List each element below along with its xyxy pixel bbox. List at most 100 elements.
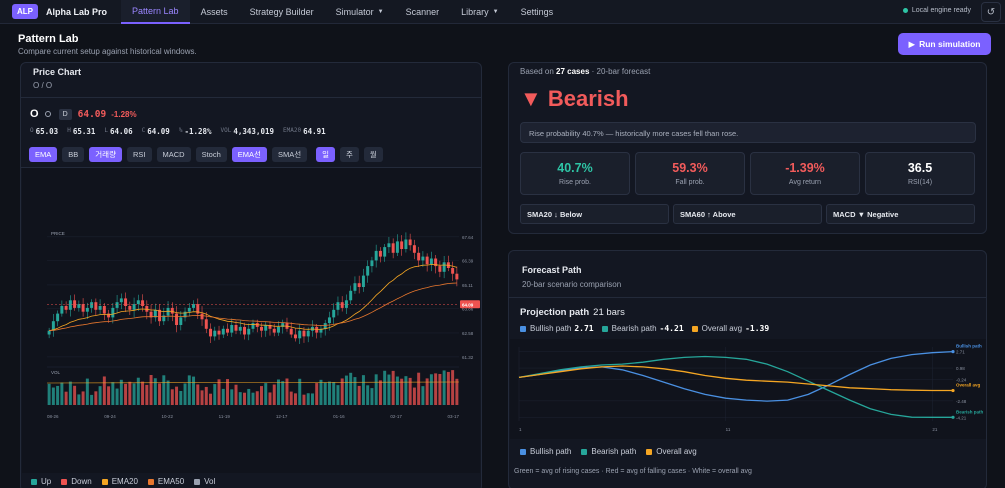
indicator-toggle[interactable]: 거래량: [89, 147, 122, 162]
nav-library[interactable]: Library ▼: [461, 6, 499, 17]
volume-bar: [336, 385, 340, 405]
volume-bar: [179, 390, 183, 405]
nav-settings[interactable]: Settings: [520, 6, 554, 17]
volume-bar: [243, 392, 246, 405]
chevron-down-icon: ▼: [492, 8, 499, 15]
volume-bar: [94, 391, 98, 405]
indicator-toggle[interactable]: RSI: [126, 147, 152, 162]
volume-bar: [306, 393, 310, 405]
y-tick-label: 0.98: [956, 366, 965, 371]
nav-pattern-lab[interactable]: Pattern Lab: [121, 0, 190, 24]
stat-rsi: 36.5 RSI(14): [865, 152, 975, 195]
candle-body: [166, 307, 170, 316]
candle-body: [77, 304, 81, 308]
volume-bar: [272, 384, 276, 405]
indicator-toggle[interactable]: MACD: [156, 147, 191, 162]
volume-bar: [446, 371, 450, 405]
candle-body: [289, 328, 293, 335]
candle-body: [353, 283, 357, 291]
ohlc-value: 4,343,019: [233, 127, 275, 136]
stat-fall-prob: 59.3% Fall prob.: [635, 152, 745, 195]
candle-body: [442, 262, 446, 272]
end-label: Bearish path: [956, 409, 984, 414]
candle-body: [81, 304, 85, 312]
candle-body: [107, 313, 111, 318]
volume-bar: [81, 391, 85, 405]
indicator-toggle[interactable]: 주: [340, 147, 359, 162]
play-icon: ▶: [908, 38, 916, 49]
legend-item[interactable]: Vol: [194, 477, 215, 486]
volume-bar: [145, 384, 149, 405]
nav-simulator[interactable]: Simulator ▼: [335, 6, 384, 17]
indicator-toggle[interactable]: EMA선: [231, 147, 267, 162]
nav-assets[interactable]: Assets: [200, 6, 228, 17]
indicator-toggle[interactable]: EMA: [29, 147, 58, 162]
candle-body: [374, 250, 378, 261]
volume-bar: [204, 386, 208, 405]
ohlc-value: 64.91: [303, 127, 326, 136]
volume-bar: [192, 376, 196, 405]
volume-bar: [357, 385, 361, 405]
candle-body: [400, 241, 404, 249]
nav-strategy-builder[interactable]: Strategy Builder: [249, 6, 314, 17]
candle-body: [234, 325, 238, 331]
candle-body: [175, 313, 179, 325]
volume-bar: [56, 385, 60, 405]
y-tick-label: 66.39: [462, 259, 474, 264]
candle-body: [429, 258, 433, 265]
refresh-button[interactable]: ↺: [981, 2, 1001, 22]
nav-scanner[interactable]: Scanner: [405, 6, 440, 17]
case-count: 27 cases: [556, 67, 590, 76]
run-simulation-button[interactable]: ▶ Run simulation: [898, 33, 991, 55]
end-label: Bullish path: [956, 344, 982, 349]
candle-body: [298, 330, 302, 339]
volume-bar: [98, 386, 102, 405]
ohlc-key: EMA20: [283, 127, 302, 134]
candlestick-chart[interactable]: 67.64 66.39 65.11 63.86 62.58 61.32 PRICE 64.09…: [22, 168, 480, 473]
symbol: O: [30, 108, 39, 120]
timeframe-badge[interactable]: D: [58, 108, 72, 120]
indicator-toggle[interactable]: BB: [62, 147, 85, 162]
volume-bar: [421, 386, 425, 405]
x-tick-label: 10-22: [161, 414, 173, 419]
swatch: [31, 478, 37, 485]
volume-bar: [404, 376, 408, 405]
series-end-point: [951, 415, 955, 419]
indicator-toggle[interactable]: 일: [316, 147, 335, 162]
candle-body: [149, 311, 153, 318]
legend-label: Down: [71, 477, 92, 486]
candle-body: [264, 325, 268, 331]
candle-body: [90, 302, 94, 308]
candle-body: [272, 328, 276, 333]
indicator-toggle[interactable]: 월: [363, 147, 383, 162]
volume-bar: [429, 374, 433, 405]
candle-body: [64, 306, 68, 310]
candle-body: [260, 326, 263, 331]
candle-body: [349, 290, 353, 301]
volume-bar: [158, 383, 162, 405]
legend-item[interactable]: EMA20: [101, 477, 138, 486]
legend-item[interactable]: Up: [31, 477, 51, 486]
legend-item[interactable]: Down: [61, 477, 92, 486]
indicator-toggle[interactable]: Stoch: [195, 147, 227, 162]
volume-bar: [187, 375, 191, 405]
legend-item[interactable]: EMA50: [147, 477, 184, 486]
page-title: Pattern Lab: [18, 33, 79, 45]
candle-body: [412, 245, 416, 253]
volume-bar: [315, 383, 319, 405]
swatch: [581, 448, 588, 455]
volume-bar: [442, 370, 446, 405]
swatch: [61, 478, 68, 485]
candle-body: [455, 273, 459, 280]
volume-bar: [255, 391, 259, 405]
legend-overall: Overall avg -1.39: [691, 324, 769, 333]
candle-body: [124, 298, 128, 306]
y-tick-label: 2.71: [956, 350, 965, 355]
indicator-toggle[interactable]: SMA선: [271, 147, 308, 162]
indicator-toolbar: EMA BB 거래량 RSI MACD Stoch EMA선 SMA선 일 주 월: [29, 147, 388, 162]
swatch: [691, 325, 698, 332]
volume-bar: [221, 388, 225, 405]
candle-body: [391, 243, 395, 253]
volume-bar: [213, 384, 217, 405]
